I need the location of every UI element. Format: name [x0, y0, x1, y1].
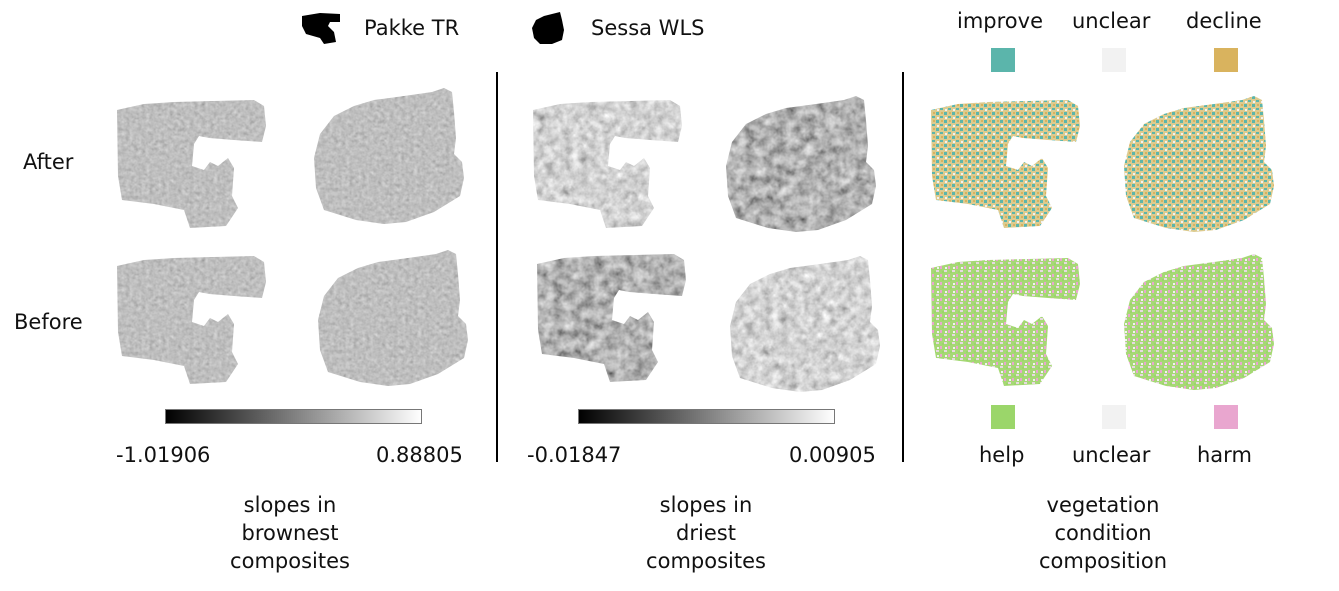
colorbar-driest-min: -0.01847	[527, 443, 622, 467]
legend-unclear-bottom-swatch	[1102, 405, 1126, 429]
legend-help-swatch	[991, 405, 1015, 429]
legend-unclear-bottom-label: unclear	[1072, 443, 1151, 467]
legend-help-label: help	[979, 443, 1025, 467]
caption-line: slopes in	[659, 493, 753, 517]
colorbar-driest-max: 0.00905	[789, 443, 876, 467]
legend-unclear-top-swatch	[1102, 48, 1126, 72]
caption-line: condition	[1054, 521, 1152, 545]
map-sessa-before-brownest	[318, 250, 468, 386]
legend-harm-label: harm	[1197, 443, 1252, 467]
colorbar-driest	[578, 409, 835, 424]
caption-line: driest	[676, 521, 736, 545]
panel-divider-1	[496, 72, 498, 462]
map-sessa-after-condition	[1124, 96, 1274, 232]
map-pakke-before-driest	[537, 254, 686, 382]
legend-improve-label: improve	[957, 9, 1043, 33]
legend-decline-label: decline	[1186, 9, 1262, 33]
caption-driest: slopes in driest composites	[606, 491, 806, 575]
caption-line: brownest	[241, 521, 339, 545]
map-pakke-before-brownest	[117, 256, 266, 384]
caption-line: vegetation	[1046, 493, 1160, 517]
map-pakke-after-brownest	[117, 100, 266, 228]
legend-decline-swatch	[1214, 48, 1238, 72]
row-label-before: Before	[14, 310, 83, 334]
legend-improve-swatch	[991, 48, 1015, 72]
caption-line: slopes in	[243, 493, 337, 517]
map-sessa-after-driest	[726, 96, 876, 232]
map-pakke-after-condition	[931, 100, 1080, 228]
caption-line: composition	[1038, 549, 1168, 573]
pakke-label: Pakke TR	[364, 16, 460, 40]
colorbar-brownest-max: 0.88805	[376, 443, 463, 467]
map-pakke-after-driest	[533, 100, 682, 228]
map-sessa-before-driest	[730, 256, 880, 392]
sessa-label: Sessa WLS	[591, 16, 705, 40]
map-pakke-before-condition	[931, 258, 1080, 386]
panel-divider-2	[902, 72, 904, 462]
caption-brownest: slopes in brownest composites	[190, 491, 390, 575]
caption-line: composites	[230, 549, 350, 573]
map-sessa-after-brownest	[314, 88, 464, 224]
map-sessa-before-condition	[1124, 254, 1274, 390]
caption-condition: vegetation condition composition	[1003, 491, 1203, 575]
colorbar-brownest	[165, 409, 422, 424]
legend-unclear-top-label: unclear	[1072, 9, 1151, 33]
pakke-icon	[302, 13, 340, 44]
caption-line: composites	[646, 549, 766, 573]
colorbar-brownest-min: -1.01906	[116, 443, 211, 467]
row-label-after: After	[23, 150, 74, 174]
sessa-icon	[532, 12, 564, 44]
legend-harm-swatch	[1214, 405, 1238, 429]
